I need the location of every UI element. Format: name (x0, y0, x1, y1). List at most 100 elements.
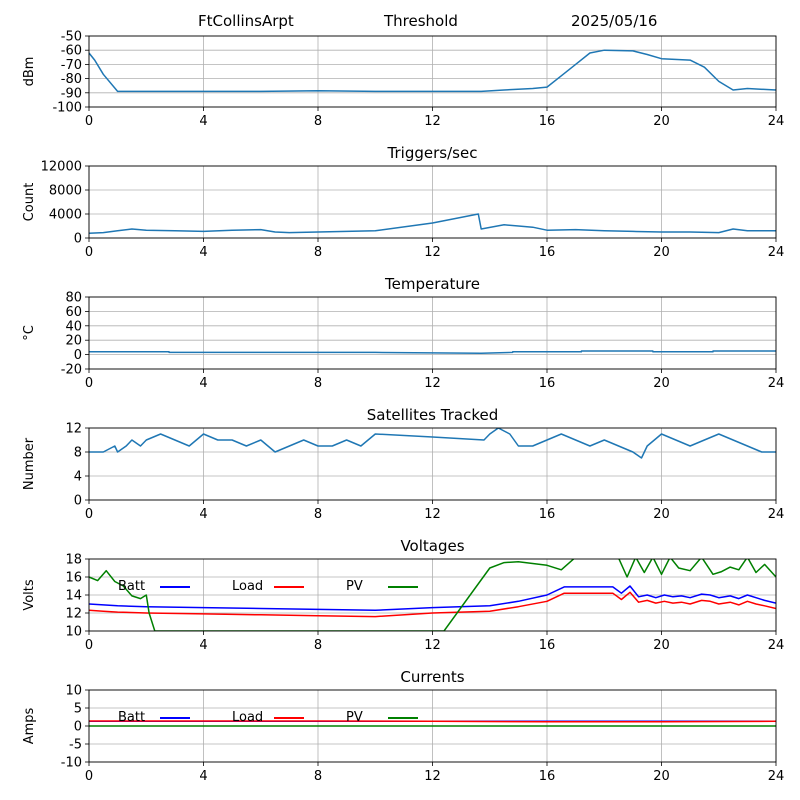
x-tick-label: 16 (539, 638, 556, 653)
x-tick-label: 20 (653, 376, 670, 391)
x-tick-label: 4 (199, 114, 207, 129)
chart-title: Satellites Tracked (367, 406, 498, 424)
chart-panel-4: 0 4 8 12 16 20 24 0 4 8 12 Satellites Tracked Number (22, 406, 784, 522)
y-tick-label: 8 (74, 446, 82, 461)
chart-panel-2: 0 4 8 12 16 20 24 0 4000 8000 12000 Triggers/sec Cou… (22, 144, 784, 260)
chart-title: Currents (400, 668, 464, 686)
x-tick-label: 8 (314, 507, 322, 522)
series-line-1 (89, 213, 776, 234)
figure-header: FtCollinsArpt Threshold 2025/05/16 (0, 0, 800, 36)
legend-label-batt: Batt (118, 579, 145, 594)
y-tick-label: 40 (65, 319, 82, 334)
x-tick-label: 24 (768, 114, 785, 129)
y-tick-label: -100 (52, 101, 82, 116)
y-tick-label: 4 (74, 470, 82, 485)
y-tick-label: 0 (74, 232, 82, 247)
x-tick-label: 20 (653, 638, 670, 653)
series-line-pv (89, 559, 776, 631)
y-axis-label: Number (22, 437, 37, 490)
y-tick-label: -5 (69, 738, 82, 753)
x-tick-label: 16 (539, 245, 556, 260)
x-tick-label: 0 (85, 245, 93, 260)
x-tick-label: 24 (768, 769, 785, 784)
y-tick-label: 16 (65, 571, 82, 586)
y-tick-label: -90 (61, 86, 82, 101)
x-tick-label: 12 (424, 245, 441, 260)
y-tick-label: -50 (61, 30, 82, 45)
y-tick-label: 0 (74, 348, 82, 363)
series-line-batt (89, 585, 776, 612)
chart-panel-6: 0 4 8 12 16 20 24 -10 -5 0 5 10 Currents Amps Batt Load… (22, 668, 784, 784)
series-line-load (89, 720, 776, 723)
y-axis-label: Amps (22, 707, 37, 744)
y-tick-label: 8000 (49, 184, 82, 199)
x-tick-label: 20 (653, 114, 670, 129)
legend-label-load: Load (232, 710, 263, 725)
x-tick-label: 8 (314, 376, 322, 391)
x-tick-label: 4 (199, 245, 207, 260)
y-tick-label: 12 (65, 422, 82, 437)
y-tick-label: -70 (61, 58, 82, 73)
x-tick-label: 12 (424, 376, 441, 391)
x-tick-label: 20 (653, 769, 670, 784)
chart-title: Temperature (384, 275, 480, 293)
series-line-1 (89, 49, 776, 93)
date-label: 2025/05/16 (571, 12, 658, 30)
x-tick-label: 8 (314, 769, 322, 784)
x-tick-label: 12 (424, 114, 441, 129)
y-tick-label: -10 (61, 756, 82, 771)
x-tick-label: 24 (768, 638, 785, 653)
chart-panel-1: 0 4 8 12 16 20 24 -100-90-80-70-60-50 dBm (22, 30, 784, 130)
legend-label-pv: PV (346, 710, 363, 725)
y-axis-label: Count (22, 183, 37, 222)
x-tick-label: 0 (85, 638, 93, 653)
y-tick-label: 4000 (49, 208, 82, 223)
x-tick-label: 20 (653, 507, 670, 522)
y-tick-label: 60 (65, 305, 82, 320)
x-tick-label: 16 (539, 114, 556, 129)
x-tick-label: 16 (539, 507, 556, 522)
y-tick-label: 5 (74, 702, 82, 717)
y-tick-label: 0 (74, 720, 82, 735)
y-tick-label: 14 (65, 589, 82, 604)
y-tick-label: -80 (61, 72, 82, 87)
chart-panel-5: 0 4 8 12 16 20 24 10 12 14 16 18 Voltages Volts Batt Lo… (22, 537, 784, 653)
y-tick-label: 10 (65, 625, 82, 640)
x-tick-label: 12 (424, 769, 441, 784)
x-tick-label: 16 (539, 769, 556, 784)
y-axis-label: Volts (22, 579, 37, 611)
y-tick-label: 80 (65, 291, 82, 306)
y-tick-label: 12 (65, 607, 82, 622)
x-tick-label: 0 (85, 507, 93, 522)
x-tick-label: 4 (199, 376, 207, 391)
x-tick-label: 24 (768, 507, 785, 522)
x-tick-label: 24 (768, 245, 785, 260)
x-tick-label: 4 (199, 638, 207, 653)
series-line-1 (89, 428, 776, 459)
y-tick-label: 0 (74, 494, 82, 509)
x-tick-label: 0 (85, 376, 93, 391)
chart-title: Voltages (400, 537, 464, 555)
chart-title: Triggers/sec (387, 144, 478, 162)
y-axis-label: dBm (22, 57, 37, 87)
x-tick-label: 12 (424, 507, 441, 522)
x-tick-label: 16 (539, 376, 556, 391)
x-tick-label: 8 (314, 245, 322, 260)
x-tick-label: 0 (85, 114, 93, 129)
x-tick-label: 24 (768, 376, 785, 391)
series-line-load (89, 591, 776, 618)
y-tick-label: 18 (65, 553, 82, 568)
x-tick-label: 0 (85, 769, 93, 784)
x-tick-label: 20 (653, 245, 670, 260)
y-tick-label: 12000 (41, 160, 82, 175)
y-tick-label: -60 (61, 44, 82, 59)
series-line-1 (89, 350, 776, 354)
y-axis-label: °C (22, 325, 37, 341)
y-tick-label: 10 (65, 684, 82, 699)
x-tick-label: 8 (314, 638, 322, 653)
x-tick-label: 12 (424, 638, 441, 653)
x-tick-label: 4 (199, 507, 207, 522)
legend-label-batt: Batt (118, 710, 145, 725)
